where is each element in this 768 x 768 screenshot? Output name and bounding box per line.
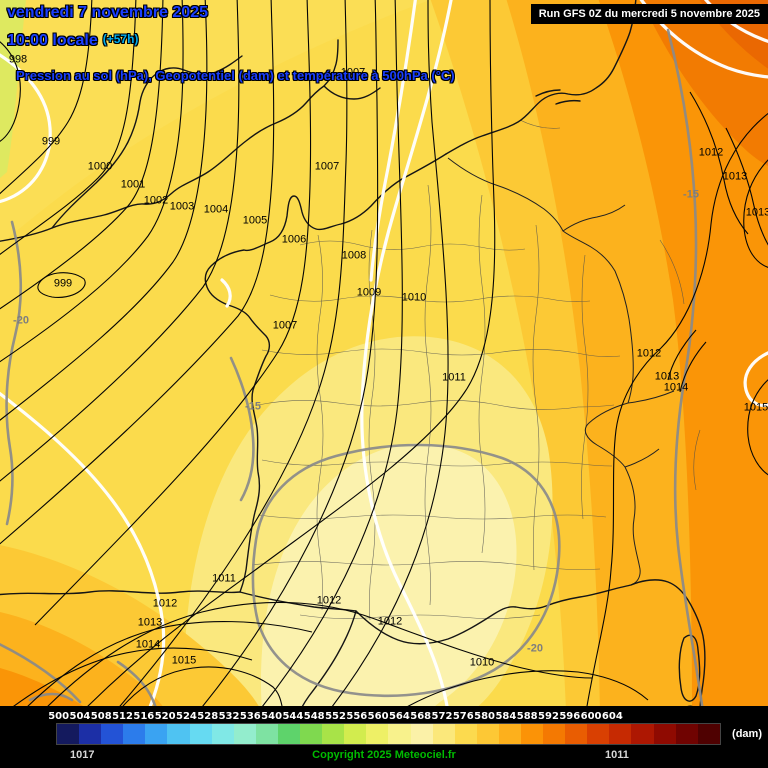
scale-value: 568 <box>410 711 432 722</box>
copyright-label: Copyright 2025 Meteociel.fr <box>312 749 456 761</box>
scale-color-cell <box>631 724 654 744</box>
scale-color-cell <box>233 724 256 744</box>
scale-color-cell <box>454 724 477 744</box>
scale-color-cell <box>432 724 455 744</box>
scale-color-cell <box>123 724 146 744</box>
map-subtitle: Pression au sol (hPa), Geopotentiel (dam… <box>16 68 455 83</box>
scale-value: 532 <box>218 711 240 722</box>
pressure-contours <box>0 0 768 706</box>
run-info-box: Run GFS 0Z du mercredi 5 novembre 2025 <box>530 4 768 24</box>
scale-value: 604 <box>601 711 623 722</box>
scale-value: 500 <box>48 711 70 722</box>
scale-color-cell <box>609 724 632 744</box>
scale-value: 520 <box>154 711 176 722</box>
coastlines <box>0 0 706 706</box>
scale-value: 540 <box>261 711 283 722</box>
map-area: 998 999 999 1000 1001 1002 1003 1004 1005 1006 100… <box>0 0 768 706</box>
scale-values-row: 500 504 508 512 516 520 524 528 532 536 540 544 548 5… <box>48 711 623 722</box>
scale-color-cell <box>476 724 499 744</box>
scale-value: 580 <box>474 711 496 722</box>
scale-color-cell <box>587 724 610 744</box>
map-canvas <box>0 0 768 706</box>
scale-footer: 500 504 508 512 516 520 524 528 532 536 540 544 548 5… <box>0 706 768 768</box>
scale-color-cell <box>277 724 301 744</box>
scale-value: 564 <box>388 711 410 722</box>
footer-right-value: 1011 <box>605 749 629 761</box>
scale-color-cell <box>498 724 521 744</box>
scale-value: 548 <box>303 711 325 722</box>
scale-value: 552 <box>325 711 346 722</box>
date-label: vendredi 7 novembre 2025 <box>7 4 208 21</box>
scale-value: 560 <box>367 711 389 722</box>
color-bands <box>0 0 768 706</box>
footer-left-value: 1017 <box>70 749 95 761</box>
forecast-offset-label: (+57h) <box>102 32 139 46</box>
scale-color-bar <box>56 723 721 745</box>
time-label: 10:00 locale (+57h) <box>7 32 138 50</box>
scale-value: 572 <box>431 711 453 722</box>
scale-color-cell <box>322 724 345 744</box>
scale-value: 512 <box>112 711 133 722</box>
scale-value: 508 <box>90 711 112 722</box>
scale-color-cell <box>565 724 588 744</box>
scale-color-cell <box>410 724 433 744</box>
scale-value: 584 <box>495 711 517 722</box>
scale-value: 600 <box>580 711 602 722</box>
scale-color-cell <box>697 724 720 744</box>
scale-color-cell <box>189 724 212 744</box>
scale-value: 528 <box>197 711 219 722</box>
scale-color-cell <box>520 724 544 744</box>
scale-color-cell <box>300 724 323 744</box>
scale-color-cell <box>211 724 234 744</box>
scale-value: 576 <box>452 711 474 722</box>
scale-color-cell <box>101 724 124 744</box>
scale-value: 592 <box>538 711 559 722</box>
department-borders <box>251 119 701 621</box>
scale-value: 596 <box>559 711 581 722</box>
scale-value: 504 <box>69 711 91 722</box>
scale-color-cell <box>388 724 411 744</box>
scale-color-cell <box>57 724 80 744</box>
scale-color-cell <box>255 724 278 744</box>
scale-color-cell <box>167 724 190 744</box>
scale-color-cell <box>79 724 102 744</box>
scale-color-cell <box>145 724 168 744</box>
scale-value: 536 <box>239 711 261 722</box>
scale-color-cell <box>344 724 367 744</box>
local-time-text: 10:00 locale <box>7 32 98 49</box>
scale-value: 516 <box>133 711 155 722</box>
country-borders <box>447 157 675 586</box>
scale-value: 524 <box>175 711 197 722</box>
scale-color-cell <box>366 724 389 744</box>
scale-color-cell <box>675 724 698 744</box>
scale-color-cell <box>543 724 566 744</box>
scale-unit-label: (dam) <box>732 728 762 740</box>
scale-color-cell <box>653 724 676 744</box>
scale-value: 556 <box>346 711 368 722</box>
scale-value: 544 <box>282 711 304 722</box>
scale-value: 588 <box>516 711 538 722</box>
